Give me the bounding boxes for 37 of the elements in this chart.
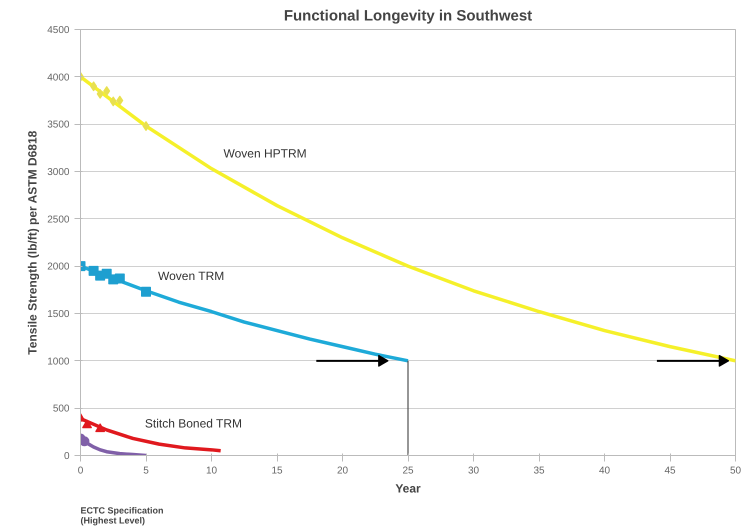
x-tick-label: 10 [206, 466, 218, 476]
point [96, 88, 104, 99]
text: ECTC Specification (Highest Level) [80, 506, 164, 526]
x-tick-label: 45 [664, 466, 676, 476]
y-axis-title: Tensile Strength (lb/ft) per ASTM D6818 [25, 130, 40, 355]
point [95, 423, 106, 432]
y-tick-label: 1000 [47, 356, 70, 368]
y-tick-label: 3000 [47, 167, 70, 178]
y-tick-label: 2000 [47, 262, 70, 273]
series-label: Stitch Boned TRM [144, 416, 242, 430]
y-tick-label: 2500 [47, 214, 70, 226]
point [82, 420, 92, 428]
series-label: Woven HPTRM [224, 146, 307, 161]
x-tick-label: 40 [598, 466, 610, 476]
point [141, 286, 151, 297]
chart-title: Functional Longevity in Southwest [284, 8, 532, 24]
x-tick-label: 30 [468, 466, 480, 476]
point [114, 273, 125, 284]
point [103, 86, 110, 96]
y-tick-label: 1500 [47, 309, 70, 320]
y-tick-label: 3500 [47, 120, 70, 131]
x-tick-label: 50 [730, 466, 742, 476]
x-tick-label: 35 [533, 466, 545, 476]
y-tick-label: 4500 [47, 25, 70, 36]
y-tick-label: 4000 [47, 72, 70, 84]
point [110, 96, 117, 106]
point [116, 96, 124, 106]
x-tick-label: 20 [336, 466, 348, 476]
series-label: Woven TRM [158, 268, 224, 283]
point [90, 81, 98, 92]
x-tick-label: 15 [271, 466, 283, 476]
y-tick-label: 0 [64, 451, 70, 462]
y-tick-label: 500 [52, 404, 70, 415]
x-tick-label: 0 [78, 466, 84, 476]
x-axis-title: Year [395, 482, 422, 496]
x-tick-label: 5 [143, 466, 150, 476]
x-tick-label: 25 [402, 466, 414, 476]
